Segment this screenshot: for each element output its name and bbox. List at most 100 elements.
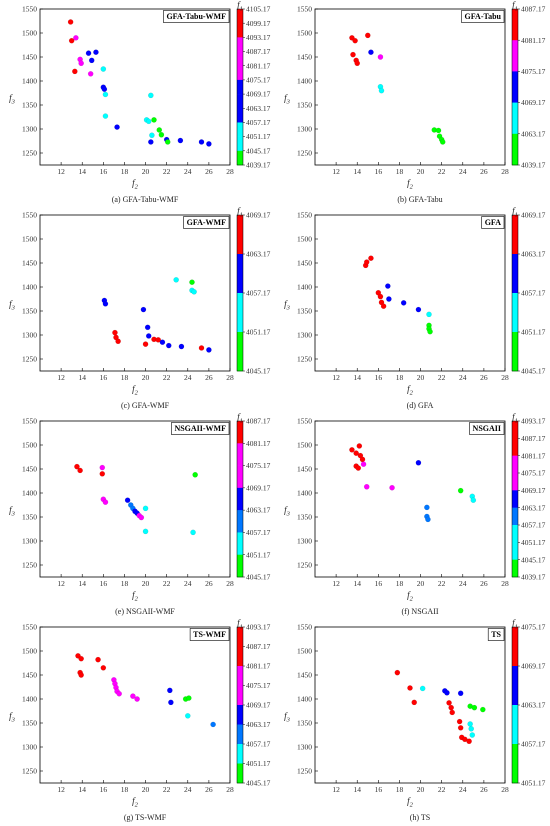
y-axis-label: f3	[284, 299, 291, 312]
data-point	[78, 672, 84, 678]
x-tick-label: 20	[417, 785, 425, 794]
data-point	[78, 60, 84, 66]
colorbar-segment	[512, 293, 518, 333]
colorbar-segment	[237, 510, 243, 533]
x-tick-label: 14	[78, 579, 86, 588]
x-tick-label: 12	[57, 785, 65, 794]
data-point	[159, 339, 166, 345]
colorbar-segment	[237, 646, 243, 667]
data-point	[365, 32, 371, 39]
plot-frame	[314, 420, 506, 578]
plot-frame	[39, 8, 231, 166]
colorbar-tick-label: 4045.17	[246, 146, 271, 155]
y-tick-label: 1500	[22, 29, 37, 38]
y-tick-label: 1350	[297, 101, 312, 110]
x-tick-label: 12	[57, 373, 65, 382]
data-point	[385, 283, 391, 289]
x-tick-label: 24	[459, 579, 467, 588]
y-tick-label: 1550	[297, 623, 312, 632]
colorbar-tick-label: 4069.17	[246, 90, 271, 99]
colorbar-segment	[512, 507, 518, 526]
data-point	[99, 471, 106, 477]
y-tick-label: 1550	[297, 5, 312, 14]
x-tick-label: 26	[205, 579, 213, 588]
panel-title: GFA-Tabu-WMF	[166, 12, 226, 21]
colorbar-segment	[237, 254, 243, 294]
y-tick-label: 1450	[297, 671, 312, 680]
colorbar-segment	[512, 666, 518, 706]
x-tick-label: 16	[375, 579, 383, 588]
data-point	[386, 296, 392, 302]
data-point	[185, 713, 191, 719]
data-point	[389, 484, 395, 491]
data-point	[457, 487, 464, 494]
colorbar-segment	[237, 293, 243, 333]
data-point	[210, 721, 216, 728]
x-axis-label: f2	[407, 590, 414, 603]
x-tick-label: 26	[205, 373, 213, 382]
y-axis-label: f3	[9, 505, 16, 518]
x-tick-label: 18	[121, 579, 129, 588]
colorbar-segment	[237, 532, 243, 556]
colorbar-tick-label: 4057.17	[246, 528, 271, 537]
y-tick-label: 1400	[297, 283, 312, 292]
scatter-plot: 12 14 16 18 20 22 24 26 28 1250 1300 1350 1400 1450 15…	[9, 0, 271, 204]
colorbar-frame	[511, 420, 519, 578]
colorbar-tick-label: 4075.17	[521, 67, 546, 76]
colorbar-tick-label: 4093.17	[521, 417, 546, 426]
y-tick-label: 1250	[297, 561, 312, 570]
colorbar-tick-label: 4057.17	[246, 289, 271, 298]
y-tick-label: 1300	[22, 743, 37, 752]
x-tick-label: 16	[375, 167, 383, 176]
colorbar-label: f1	[237, 412, 243, 425]
colorbar-tick-label: 4063.17	[521, 129, 546, 138]
colorbar-segment	[512, 71, 518, 103]
colorbar-tick-label: 4063.17	[521, 503, 546, 512]
colorbar-tick-label: 4069.17	[246, 483, 271, 492]
chart-panel-5: 12 14 16 18 20 22 24 26 28 1250 1300 1350 1400 1450 15…	[0, 412, 275, 618]
colorbar-segment	[237, 724, 243, 745]
y-tick-label: 1450	[22, 671, 37, 680]
colorbar-tick-label: 4069.17	[521, 486, 546, 495]
data-point	[140, 306, 147, 313]
colorbar-tick-label: 4069.17	[246, 701, 271, 710]
data-point	[192, 472, 198, 478]
y-tick-label: 1250	[22, 149, 37, 158]
panel-caption: (f) NSGAII	[401, 607, 438, 616]
data-point	[142, 528, 149, 535]
colorbar-segment	[237, 136, 243, 152]
data-point	[78, 655, 84, 662]
colorbar-segment	[237, 666, 243, 686]
colorbar-tick-label: 4063.17	[246, 720, 271, 729]
data-point	[470, 497, 477, 503]
colorbar-segment	[512, 525, 518, 543]
colorbar-tick-label: 4099.17	[246, 19, 271, 28]
x-tick-label: 26	[480, 373, 488, 382]
colorbar-segment	[237, 9, 243, 24]
data-point	[145, 118, 152, 125]
data-point	[394, 669, 401, 676]
data-point	[350, 51, 356, 58]
data-point	[377, 293, 384, 300]
data-point	[102, 499, 109, 505]
y-tick-label: 1500	[22, 235, 37, 244]
chart-panel-4: 12 14 16 18 20 22 24 26 28 1250 1300 1350 1400 1450 15…	[275, 206, 550, 412]
data-point	[439, 139, 446, 145]
panel-caption: (e) NSGAII-WMF	[115, 607, 175, 616]
panel-title: TS	[491, 630, 501, 639]
x-tick-label: 22	[163, 785, 171, 794]
y-tick-label: 1400	[22, 695, 37, 704]
data-point	[116, 690, 122, 697]
data-point	[68, 37, 75, 44]
data-point	[426, 311, 432, 318]
colorbar-label: f1	[512, 206, 518, 219]
x-tick-label: 26	[480, 167, 488, 176]
y-tick-label: 1550	[22, 5, 37, 14]
data-point	[378, 87, 385, 94]
colorbar-tick-label: 4051.17	[246, 132, 271, 141]
panel-caption: (d) GFA	[407, 401, 434, 410]
colorbar-tick-label: 4093.17	[246, 623, 271, 632]
colorbar-segment	[512, 133, 518, 166]
data-point	[456, 718, 463, 725]
colorbar-segment	[237, 744, 243, 764]
